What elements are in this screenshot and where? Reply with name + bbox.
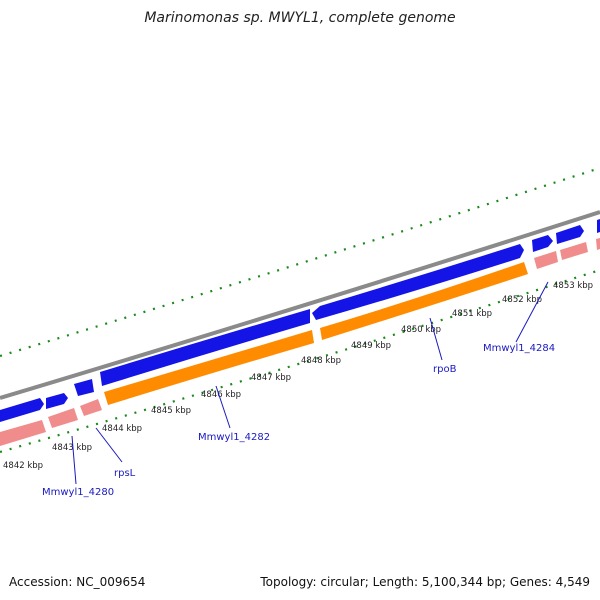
gene-label-rpob[interactable]: rpoB bbox=[433, 364, 457, 375]
tick-label-4845: 4845 kbp bbox=[151, 406, 191, 416]
forward-gene-small-1 bbox=[46, 393, 68, 409]
backbone-line bbox=[0, 210, 600, 400]
leader-line-rpob bbox=[429, 317, 443, 361]
orange-gene-band-left bbox=[104, 330, 314, 405]
forward-gene-small-2 bbox=[74, 379, 94, 396]
reverse-gene-small-1 bbox=[48, 408, 78, 428]
tick-label-4847: 4847 kbp bbox=[251, 373, 291, 383]
forward-gene-right-1 bbox=[532, 235, 553, 252]
leader-line-mmwyl1-4284 bbox=[515, 281, 549, 343]
reverse-gene-right-3 bbox=[596, 238, 600, 250]
orange-gene-band-right bbox=[320, 262, 528, 340]
tick-label-4843: 4843 kbp bbox=[52, 443, 92, 453]
forward-gene-long bbox=[100, 309, 310, 386]
forward-gene-right-2 bbox=[556, 225, 584, 244]
tick-label-4849: 4849 kbp bbox=[351, 341, 391, 351]
leader-line-rpsl bbox=[95, 427, 123, 463]
tick-label-4851: 4851 kbp bbox=[452, 309, 492, 319]
reverse-gene-left bbox=[0, 420, 46, 446]
accession-text: Accession: NC_009654 bbox=[9, 575, 146, 589]
forward-gene-left bbox=[0, 398, 44, 422]
reverse-gene-small-2 bbox=[80, 399, 102, 416]
tick-label-4844: 4844 kbp bbox=[102, 424, 142, 434]
gene-label-rpsl[interactable]: rpsL bbox=[114, 468, 136, 479]
tick-label-4842: 4842 kbp bbox=[3, 461, 43, 471]
tick-label-4848: 4848 kbp bbox=[301, 356, 341, 366]
map-title: Marinomonas sp. MWYL1, complete genome bbox=[144, 10, 456, 26]
gene-label-mmwyl1-4282[interactable]: Mmwyl1_4282 bbox=[198, 432, 270, 443]
outer-tick-ring bbox=[0, 166, 600, 358]
leader-line-mmwyl1-4282 bbox=[215, 385, 231, 429]
gene-label-mmwyl1-4284[interactable]: Mmwyl1_4284 bbox=[483, 343, 555, 354]
forward-gene-right-3 bbox=[597, 219, 600, 233]
genome-summary-text: Topology: circular; Length: 5,100,344 bp… bbox=[260, 575, 590, 589]
tick-label-4846: 4846 kbp bbox=[201, 390, 241, 400]
reverse-gene-right-2 bbox=[560, 242, 588, 260]
reverse-gene-right-1 bbox=[534, 251, 558, 269]
tick-label-4852: 4852 kbp bbox=[502, 295, 542, 305]
forward-gene-rpob bbox=[312, 244, 524, 320]
tick-label-4850: 4850 kbp bbox=[401, 325, 441, 335]
gene-label-mmwyl1-4280[interactable]: Mmwyl1_4280 bbox=[42, 487, 114, 498]
tick-label-4853: 4853 kbp bbox=[553, 281, 593, 291]
leader-line-mmwyl1-4280 bbox=[71, 435, 77, 485]
